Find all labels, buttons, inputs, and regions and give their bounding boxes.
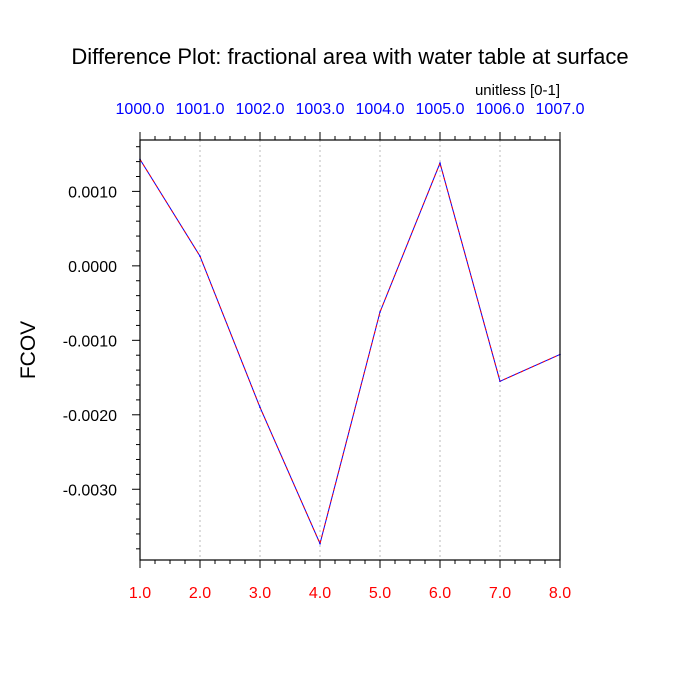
y-tick-label: -0.0030: [63, 482, 117, 499]
top-tick-label: 1004.0: [356, 101, 405, 118]
top-tick-label: 1002.0: [236, 101, 285, 118]
x-tick-label: 3.0: [249, 585, 271, 602]
y-tick-label: 0.0010: [68, 184, 117, 201]
grid: [199, 140, 501, 560]
data-point: [319, 542, 321, 545]
y-tick-label: -0.0020: [63, 408, 117, 425]
data-point: [199, 255, 201, 257]
x-tick-label: 2.0: [189, 585, 211, 602]
data-point: [439, 162, 441, 164]
top-tick-label: 1005.0: [416, 101, 465, 118]
top-tick-label: 1006.0: [476, 101, 525, 118]
x-tick-label: 7.0: [489, 585, 511, 602]
tick-labels: 1.0 2.0 3.0 4.0 5.0 6.0 7.0 8.0 1000.0 1001.0 1002…: [63, 101, 585, 602]
top-tick-label: 1003.0: [296, 101, 345, 118]
series-layer: [139, 158, 561, 546]
y-axis-label: FCOV: [17, 321, 40, 379]
ticks: [132, 132, 561, 568]
x-tick-label: 1.0: [129, 585, 151, 602]
data-point: [499, 380, 501, 383]
x-tick-label: 5.0: [369, 585, 391, 602]
top-tick-label: 1001.0: [176, 101, 225, 118]
top-tick-label: 1000.0: [116, 101, 165, 118]
data-point: [259, 406, 261, 409]
x-tick-label: 8.0: [549, 585, 571, 602]
data-point: [379, 311, 381, 313]
units-label: unitless [0-1]: [475, 82, 560, 99]
chart-title: Difference Plot: fractional area with wa…: [71, 44, 628, 69]
y-tick-label: 0.0000: [68, 259, 117, 276]
x-tick-label: 4.0: [309, 585, 331, 602]
series-line-dash: [139, 159, 561, 546]
y-tick-label: -0.0010: [63, 333, 117, 350]
plot-frame: [139, 139, 561, 561]
top-tick-label: 1007.0: [536, 101, 585, 118]
x-tick-label: 6.0: [429, 585, 451, 602]
series-line: [139, 159, 561, 546]
